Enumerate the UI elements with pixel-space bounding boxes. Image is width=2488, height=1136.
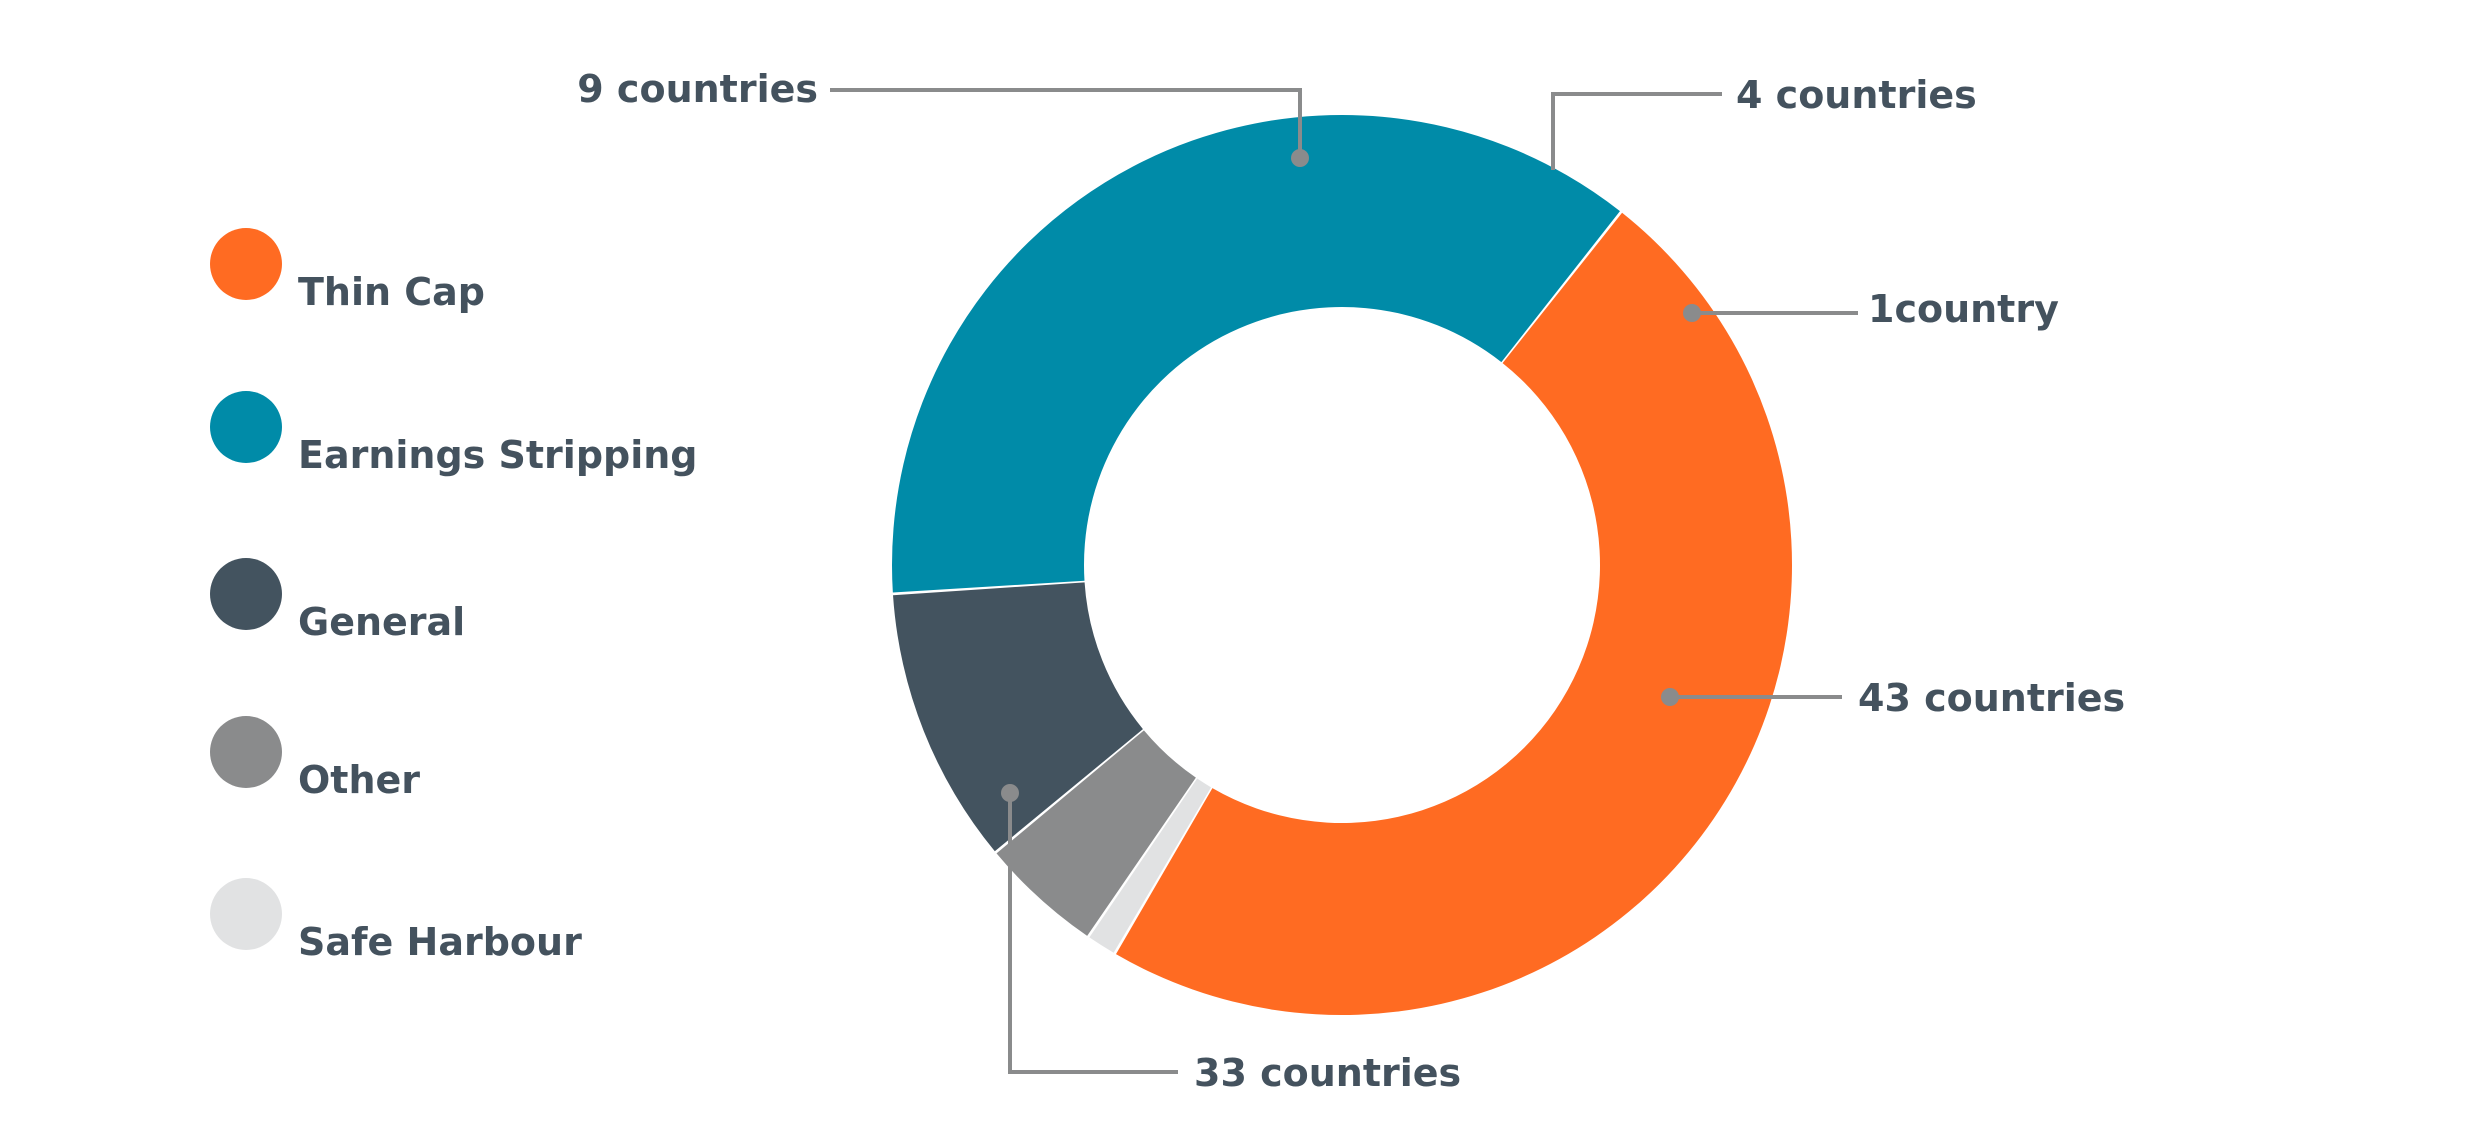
leader-dot-thin-cap [1661,688,1679,706]
legend-label-general: General [298,600,465,644]
callout-label-thin-cap: 43 countries [1858,676,2125,720]
legend-swatch-general [210,558,282,630]
legend-label-safe-harbour: Safe Harbour [298,920,582,964]
legend-swatch-safe-harbour [210,878,282,950]
leader-line-earnings-stripping [1008,793,1178,1074]
leader-dot-safe-harbour [1683,304,1701,322]
callouts: 43 countries 33 countries 9 countries 4 cou… [577,67,2125,1095]
callout-label-safe-harbour: 1country [1868,287,2059,331]
leader-line-general [830,88,1302,158]
legend-label-thin-cap: Thin Cap [298,270,485,314]
legend-label-earnings-stripping: Earnings Stripping [298,433,698,477]
leader-dot-general [1291,149,1309,167]
leader-dot-earnings-stripping [1001,784,1019,802]
callout-label-general: 9 countries [577,67,818,111]
callout-label-earnings-stripping: 33 countries [1194,1051,1461,1095]
slice-thin-cap [1115,212,1793,1016]
legend-label-other: Other [298,758,420,802]
legend: Thin Cap Earnings Stripping General Other Sa… [210,228,698,964]
legend-swatch-thin-cap [210,228,282,300]
slice-earnings-stripping [892,115,1620,593]
slice-other [996,730,1196,936]
legend-swatch-other [210,716,282,788]
donut-slices [892,115,1793,1016]
slice-general [893,582,1143,852]
callout-label-other: 4 countries [1736,73,1977,117]
leader-line-other [1551,92,1722,170]
slice-safe-harbour [1089,778,1212,953]
legend-swatch-earnings-stripping [210,391,282,463]
